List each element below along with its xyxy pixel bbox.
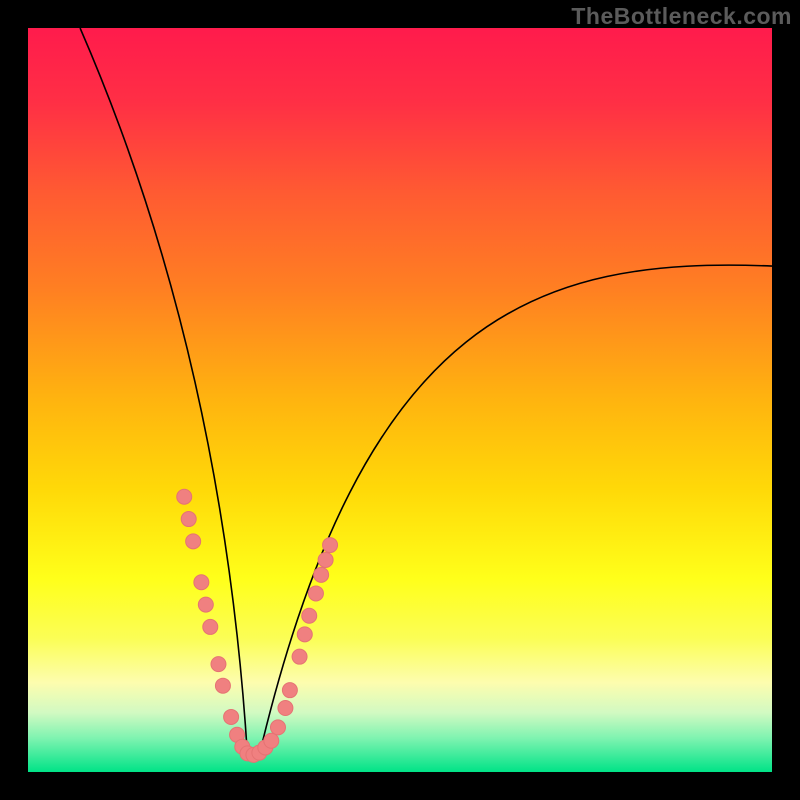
data-marker — [211, 657, 226, 672]
data-marker — [270, 720, 285, 735]
data-marker — [198, 597, 213, 612]
chart-container: TheBottleneck.com — [0, 0, 800, 800]
data-marker — [302, 608, 317, 623]
data-marker — [186, 534, 201, 549]
data-marker — [215, 678, 230, 693]
data-marker — [292, 649, 307, 664]
chart-svg — [0, 0, 800, 800]
data-marker — [181, 512, 196, 527]
data-marker — [308, 586, 323, 601]
data-marker — [264, 733, 279, 748]
data-marker — [282, 683, 297, 698]
data-marker — [318, 552, 333, 567]
data-marker — [177, 489, 192, 504]
data-marker — [323, 538, 338, 553]
gradient-background — [28, 28, 772, 772]
data-marker — [224, 709, 239, 724]
data-marker — [194, 575, 209, 590]
data-marker — [278, 701, 293, 716]
data-marker — [297, 627, 312, 642]
data-marker — [203, 619, 218, 634]
data-marker — [314, 567, 329, 582]
watermark-text: TheBottleneck.com — [571, 3, 792, 30]
